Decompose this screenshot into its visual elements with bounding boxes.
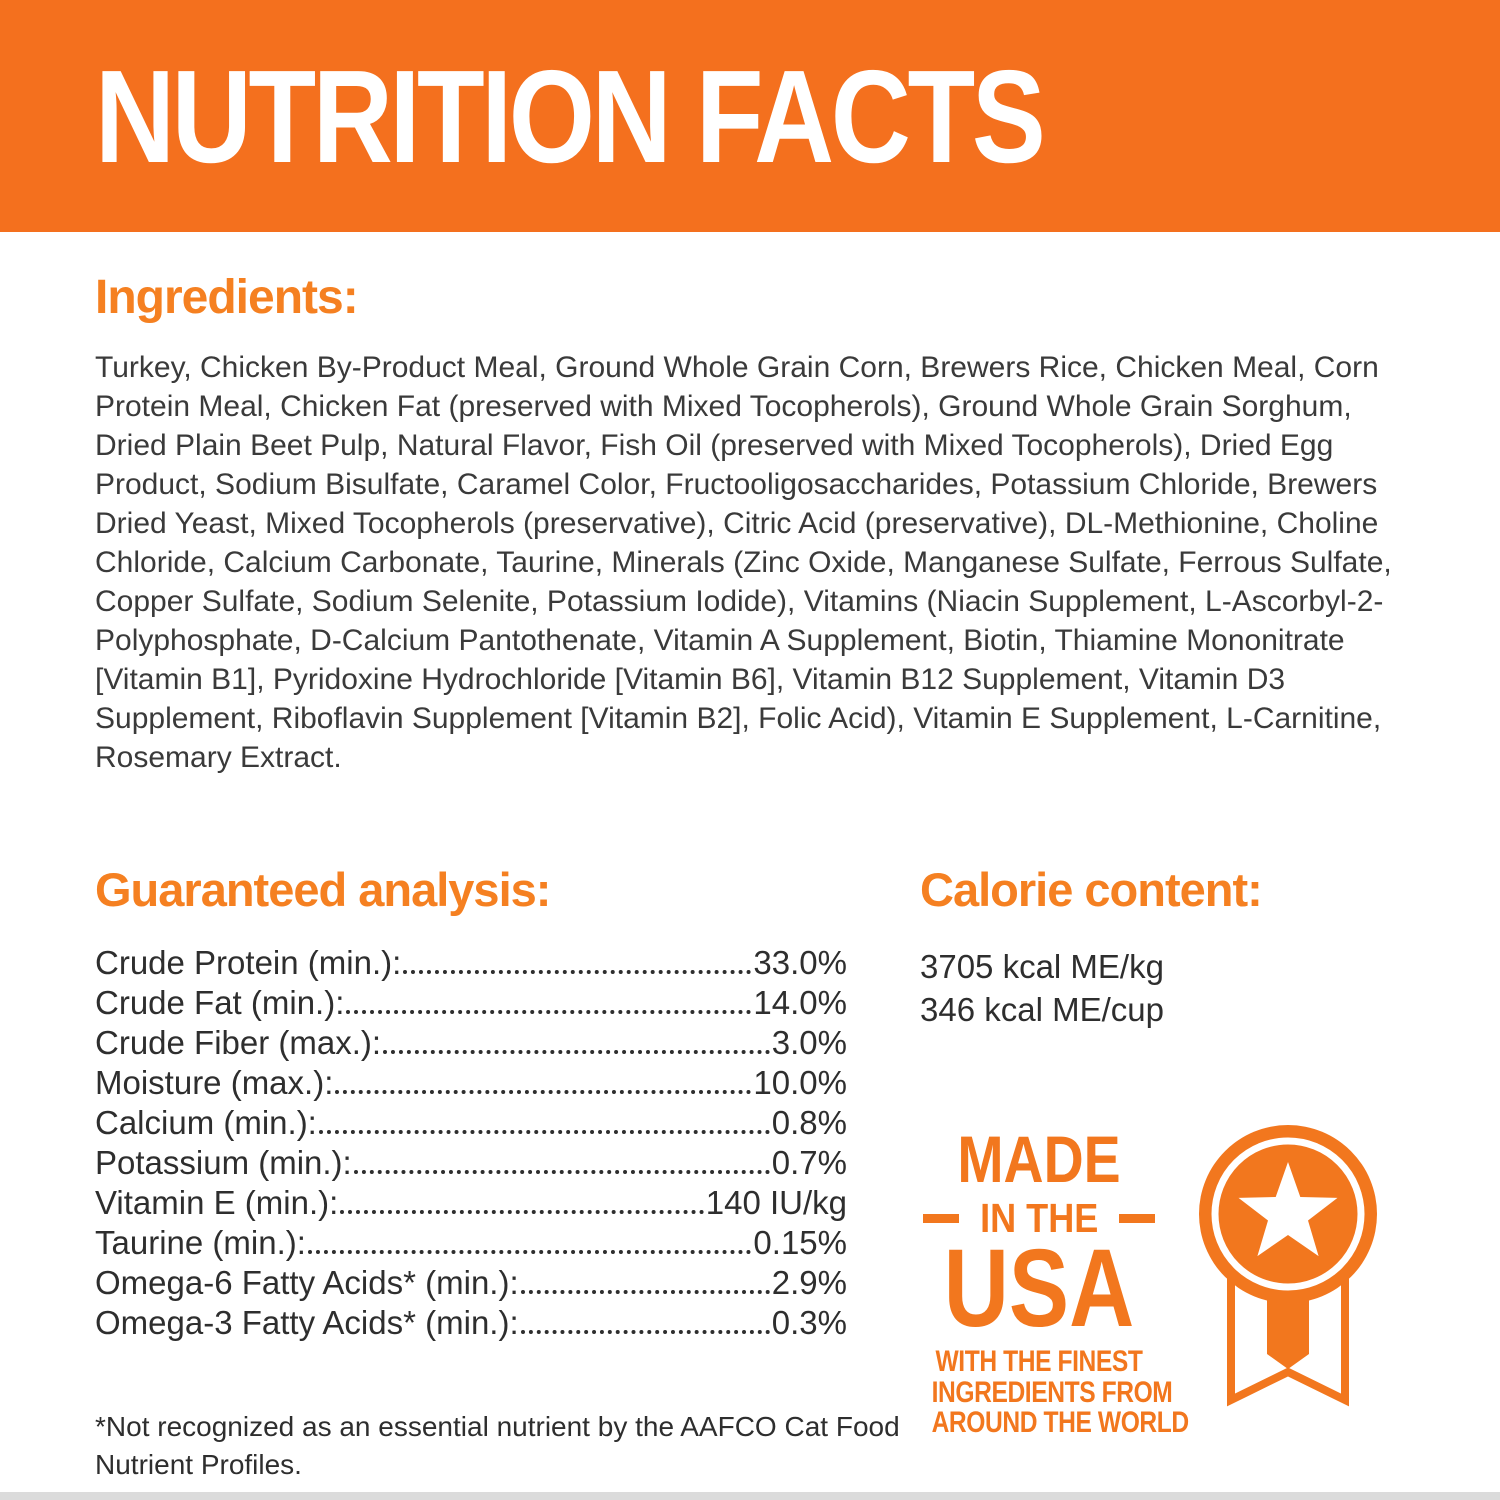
dot-leader: [335, 1090, 752, 1094]
analysis-label: Crude Fiber (max.):: [95, 1024, 382, 1061]
analysis-label: Crude Protein (min.):: [95, 944, 402, 981]
calorie-value-cup: 346 kcal ME/cup: [920, 991, 1164, 1028]
usa-label: USA: [943, 1227, 1135, 1350]
analysis-label: Omega-3 Fatty Acids* (min.):: [95, 1304, 519, 1341]
tagline-line: AROUND THE WORLD: [931, 1406, 1190, 1439]
guaranteed-analysis-heading: Guaranteed analysis:: [95, 863, 551, 916]
in-the-row: IN THE: [908, 1198, 1170, 1239]
table-row: Taurine (min.): 0.15%: [95, 1223, 847, 1263]
table-row: Omega-6 Fatty Acids* (min.): 2.9%: [95, 1263, 847, 1303]
analysis-label: Omega-6 Fatty Acids* (min.):: [95, 1264, 519, 1301]
dot-leader: [520, 1330, 770, 1334]
guaranteed-analysis-section: Guaranteed analysis: Crude Protein (min.…: [95, 862, 847, 1343]
dash-right: [1119, 1214, 1156, 1223]
analysis-value: 140 IU/kg: [705, 1184, 847, 1221]
bottom-edge-strip: [0, 1492, 1500, 1500]
aafco-footnote: *Not recognized as an essential nutrient…: [95, 1408, 900, 1484]
dot-leader: [383, 1050, 770, 1054]
dot-leader: [520, 1290, 770, 1294]
dot-leader: [318, 1130, 770, 1134]
table-row: Moisture (max.): 10.0%: [95, 1063, 847, 1103]
analysis-value: 0.15%: [753, 1224, 847, 1261]
analysis-value: 3.0%: [771, 1024, 847, 1061]
dot-leader: [340, 1210, 704, 1214]
analysis-label: Vitamin E (min.):: [95, 1184, 339, 1221]
calorie-content-section: Calorie content: 3705 kcal ME/kg 346 kca…: [920, 862, 1400, 1031]
tagline-line: INGREDIENTS FROM: [931, 1375, 1173, 1409]
calorie-value-kg: 3705 kcal ME/kg: [920, 948, 1164, 985]
usa-tagline: WITH THE FINEST INGREDIENTS FROM AROUND …: [908, 1345, 1190, 1439]
guaranteed-analysis-table: Crude Protein (min.): 33.0% Crude Fat (m…: [95, 943, 847, 1343]
ingredients-paragraph: Turkey, Chicken By-Product Meal, Ground …: [95, 351, 1392, 774]
table-row: Potassium (min.): 0.7%: [95, 1143, 847, 1183]
calorie-values: 3705 kcal ME/kg 346 kcal ME/cup: [920, 945, 1400, 1031]
table-row: Omega-3 Fatty Acids* (min.): 0.3%: [95, 1303, 847, 1343]
analysis-value: 10.0%: [753, 1064, 847, 1101]
dot-leader: [307, 1250, 752, 1254]
analysis-value: 0.8%: [771, 1104, 847, 1141]
made-in-usa-block: MADE IN THE USA WITH THE FINEST INGREDIE…: [908, 1122, 1190, 1439]
analysis-label: Crude Fat (min.):: [95, 984, 345, 1021]
tagline-line: WITH THE FINEST: [935, 1345, 1143, 1378]
analysis-value: 0.7%: [771, 1144, 847, 1181]
analysis-label: Potassium (min.):: [95, 1144, 352, 1181]
page-title: NUTRITION FACTS: [95, 42, 1046, 190]
analysis-value: 2.9%: [771, 1264, 847, 1301]
analysis-value: 0.3%: [771, 1304, 847, 1341]
nutrition-facts-banner: NUTRITION FACTS: [0, 0, 1500, 232]
table-row: Crude Fiber (max.): 3.0%: [95, 1023, 847, 1063]
analysis-label: Moisture (max.):: [95, 1064, 334, 1101]
ingredients-heading: Ingredients:: [95, 271, 359, 324]
dot-leader: [346, 1010, 752, 1014]
table-row: Vitamin E (min.): 140 IU/kg: [95, 1183, 847, 1223]
analysis-label: Calcium (min.):: [95, 1104, 317, 1141]
footnote-line: *Not recognized as an essential nutrient…: [95, 1411, 900, 1442]
analysis-value: 33.0%: [753, 944, 847, 981]
made-label: MADE: [957, 1122, 1121, 1196]
dot-leader: [353, 1170, 770, 1174]
table-row: Crude Protein (min.): 33.0%: [95, 943, 847, 983]
dash-left: [922, 1214, 959, 1223]
analysis-value: 14.0%: [753, 984, 847, 1021]
award-ribbon-star-icon: [1199, 1125, 1377, 1407]
in-the-label: IN THE: [979, 1195, 1099, 1241]
calorie-content-heading: Calorie content:: [920, 863, 1263, 916]
analysis-label: Taurine (min.):: [95, 1224, 306, 1261]
table-row: Crude Fat (min.): 14.0%: [95, 983, 847, 1023]
footnote-line: Nutrient Profiles.: [95, 1449, 302, 1480]
dot-leader: [403, 970, 752, 974]
table-row: Calcium (min.): 0.8%: [95, 1103, 847, 1143]
